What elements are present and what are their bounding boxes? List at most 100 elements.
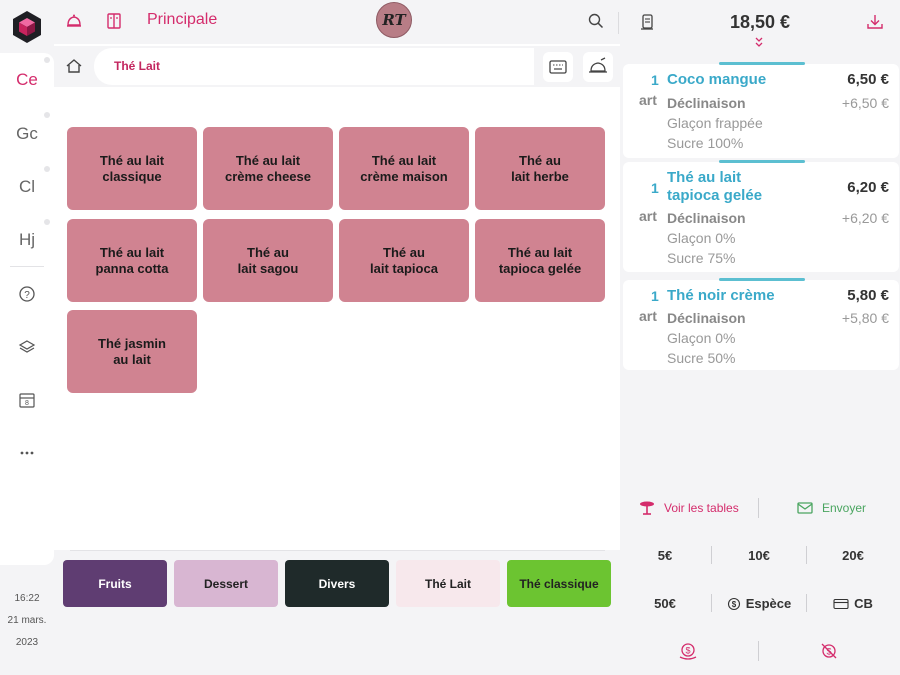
rail-category-ce[interactable]: Ce (16, 70, 38, 89)
credit-card-icon (833, 598, 849, 609)
home-icon[interactable] (64, 56, 84, 76)
product-tile[interactable]: Thé au lait crème cheese (203, 127, 333, 210)
view-tables-button[interactable]: Voir les tables (638, 500, 739, 516)
breadcrumb-bar: Thé Lait (54, 46, 620, 87)
cloche-icon (589, 57, 607, 73)
item-variant-label: Déclinaison (667, 95, 746, 111)
breadcrumb[interactable]: Thé Lait (94, 48, 534, 85)
cash-label: Espèce (745, 596, 792, 611)
category-button-divers[interactable]: Divers (285, 560, 389, 607)
send-button[interactable]: Envoyer (796, 500, 866, 516)
item-name: Thé noir crème (667, 287, 775, 304)
cash-icon: $ (727, 597, 740, 610)
search-icon[interactable] (586, 11, 606, 31)
layers-icon[interactable] (17, 337, 37, 357)
category-button-the-classique[interactable]: Thé classique (507, 560, 611, 607)
rail-category-gc[interactable]: Gc (16, 124, 38, 143)
category-rail-panel (0, 53, 54, 565)
item-variant-price: +6,50 € (841, 95, 889, 111)
receipt-icon[interactable] (637, 12, 657, 32)
keyboard-icon (549, 60, 567, 74)
order-actions: Voir les tables Envoyer (620, 486, 900, 530)
card-label: CB (854, 596, 873, 611)
svg-text:8: 8 (25, 400, 29, 407)
product-tile[interactable]: Thé au lait herbe (475, 127, 605, 210)
chevron-down-icon[interactable] (752, 36, 766, 50)
rail-dot (44, 112, 50, 118)
amount-20-button[interactable]: 20€ (842, 548, 864, 563)
item-option: Glaçon frappée (667, 115, 763, 131)
order-item[interactable]: 1 art Coco mangue 6,50 € Déclinaison +6,… (623, 62, 899, 158)
rail-category-hj[interactable]: Hj (18, 230, 36, 249)
divider (758, 641, 759, 661)
amount-10-button[interactable]: 10€ (748, 548, 770, 563)
svg-text:$: $ (685, 646, 690, 656)
product-grid: Thé au lait classique Thé au lait crème … (54, 87, 620, 547)
avatar[interactable]: RT (376, 2, 412, 38)
rail-category-cl[interactable]: Cl (18, 177, 36, 196)
item-option: Sucre 50% (667, 350, 736, 366)
calendar-icon[interactable]: 8 (17, 390, 37, 410)
cloche-button[interactable] (583, 52, 613, 82)
divider (711, 546, 712, 564)
item-option: Sucre 75% (667, 250, 736, 266)
divider (758, 498, 759, 518)
more-icon[interactable] (17, 443, 37, 463)
app-logo-icon[interactable] (10, 10, 44, 44)
table-icon (640, 501, 654, 515)
item-price: 6,20 € (847, 179, 889, 196)
cash-button[interactable]: $ Espèce (714, 596, 804, 611)
svg-text:?: ? (24, 290, 30, 301)
category-bar: Fruits Dessert Divers Thé Lait Thé class… (54, 550, 620, 675)
product-tile[interactable]: Thé au lait tapioca gelée (475, 219, 605, 302)
view-tables-label: Voir les tables (664, 501, 739, 515)
item-indicator (719, 62, 805, 65)
keyboard-button[interactable] (543, 52, 573, 82)
clock-date: 21 mars. (7, 615, 47, 626)
order-item[interactable]: 1 art Thé noir crème 5,80 € Déclinaison … (623, 278, 899, 370)
card-button[interactable]: CB (808, 596, 898, 611)
amount-5-button[interactable]: 5€ (657, 548, 673, 563)
divider (618, 12, 619, 34)
download-icon[interactable] (865, 12, 885, 32)
item-unit: art (639, 208, 657, 224)
divider (70, 550, 605, 551)
product-tile[interactable]: Thé au lait crème maison (339, 127, 469, 210)
amount-50-button[interactable]: 50€ (654, 596, 676, 611)
item-quantity: 1 (651, 72, 659, 88)
item-name: Coco mangue (667, 71, 767, 88)
clock-time: 16:22 (14, 593, 40, 604)
item-unit: art (639, 92, 657, 108)
product-tile[interactable]: Thé au lait tapioca (339, 219, 469, 302)
item-variant-label: Déclinaison (667, 210, 746, 226)
bell-icon[interactable] (64, 11, 84, 31)
help-icon[interactable]: ? (17, 284, 37, 304)
item-variant-price: +5,80 € (841, 310, 889, 326)
category-button-dessert[interactable]: Dessert (174, 560, 278, 607)
send-label: Envoyer (822, 501, 867, 515)
order-panel: 18,50 € 1 art Coco mangue 6,50 € Déclina… (620, 0, 900, 675)
category-button-fruits[interactable]: Fruits (63, 560, 167, 607)
item-indicator (719, 278, 805, 281)
rail-divider (10, 266, 44, 267)
item-variant-price: +6,20 € (841, 210, 889, 226)
page-title: Principale (147, 11, 218, 28)
product-tile[interactable]: Thé jasmin au lait (67, 310, 197, 393)
menu-book-icon[interactable] (104, 11, 124, 31)
item-option: Glaçon 0% (667, 230, 736, 246)
item-price: 6,50 € (847, 71, 889, 88)
item-unit: art (639, 308, 657, 324)
split-payment-icon[interactable]: $ (677, 640, 699, 662)
item-price: 5,80 € (847, 287, 889, 304)
envelope-icon (797, 502, 813, 514)
product-tile[interactable]: Thé au lait classique (67, 127, 197, 210)
order-item[interactable]: 1 art Thé au lait tapioca gelée 6,20 € D… (623, 160, 899, 272)
item-quantity: 1 (651, 288, 659, 304)
divider (711, 594, 712, 612)
product-tile[interactable]: Thé au lait panna cotta (67, 219, 197, 302)
product-tile[interactable]: Thé au lait sagou (203, 219, 333, 302)
rail-dot (44, 166, 50, 172)
category-button-the-lait[interactable]: Thé Lait (396, 560, 500, 607)
refund-icon[interactable]: $ (818, 640, 840, 662)
item-option: Sucre 100% (667, 135, 744, 151)
